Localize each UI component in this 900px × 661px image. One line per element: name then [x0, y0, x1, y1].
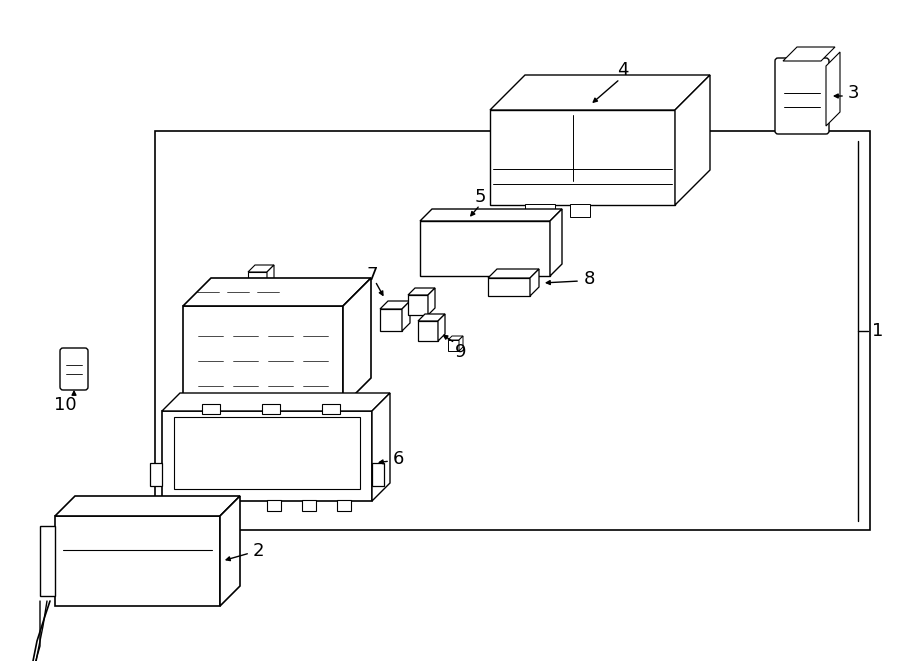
Polygon shape [273, 328, 286, 341]
Polygon shape [162, 393, 390, 411]
Polygon shape [343, 278, 371, 406]
Bar [262, 404, 280, 414]
Polygon shape [490, 110, 675, 205]
Polygon shape [418, 314, 445, 321]
Polygon shape [418, 321, 438, 341]
Polygon shape [150, 463, 162, 486]
Polygon shape [326, 331, 332, 353]
Polygon shape [420, 209, 562, 221]
Polygon shape [267, 265, 274, 291]
Bar [302, 500, 316, 511]
Polygon shape [488, 269, 539, 278]
Polygon shape [826, 52, 840, 126]
Polygon shape [448, 340, 459, 351]
Polygon shape [420, 221, 550, 276]
Text: 2: 2 [253, 542, 265, 560]
Polygon shape [299, 376, 316, 393]
Text: 1: 1 [872, 322, 884, 340]
Polygon shape [55, 516, 220, 606]
Polygon shape [372, 393, 390, 501]
FancyBboxPatch shape [60, 348, 88, 390]
Polygon shape [40, 526, 55, 596]
Bar [267, 500, 281, 511]
Text: 8: 8 [584, 270, 596, 288]
Polygon shape [276, 362, 280, 376]
Polygon shape [402, 301, 410, 331]
Polygon shape [448, 336, 463, 340]
Polygon shape [183, 278, 371, 306]
Polygon shape [530, 269, 539, 296]
Polygon shape [428, 288, 435, 315]
Polygon shape [310, 331, 332, 337]
Bar [182, 500, 196, 511]
Text: 9: 9 [455, 343, 466, 361]
Text: 4: 4 [617, 61, 628, 79]
Polygon shape [220, 496, 240, 606]
Polygon shape [248, 265, 274, 272]
Polygon shape [459, 336, 463, 351]
Polygon shape [316, 370, 322, 393]
Polygon shape [183, 306, 343, 406]
Polygon shape [372, 463, 384, 486]
Polygon shape [298, 288, 302, 304]
Polygon shape [488, 278, 530, 296]
Polygon shape [550, 209, 562, 276]
Polygon shape [490, 75, 710, 110]
Bar [217, 500, 231, 511]
Polygon shape [408, 295, 428, 315]
Text: 3: 3 [848, 84, 860, 102]
Polygon shape [783, 47, 835, 61]
Polygon shape [266, 366, 276, 376]
Polygon shape [162, 411, 372, 501]
Bar [337, 500, 351, 511]
Polygon shape [675, 75, 710, 205]
Polygon shape [380, 309, 402, 331]
Polygon shape [286, 324, 290, 341]
Bar [525, 204, 555, 217]
Bar [570, 204, 590, 217]
Polygon shape [248, 272, 267, 291]
Polygon shape [286, 292, 298, 304]
Polygon shape [408, 288, 435, 295]
Polygon shape [380, 301, 410, 309]
FancyBboxPatch shape [775, 58, 829, 134]
Text: 7: 7 [366, 266, 377, 284]
Bar [174, 417, 360, 489]
Polygon shape [266, 362, 280, 366]
Text: 6: 6 [393, 450, 404, 468]
Bar [155, 131, 870, 530]
Polygon shape [299, 370, 322, 376]
Polygon shape [273, 324, 290, 328]
Bar [202, 404, 220, 414]
Polygon shape [310, 337, 326, 353]
Text: 10: 10 [54, 396, 76, 414]
Polygon shape [55, 496, 240, 516]
Polygon shape [286, 288, 302, 292]
Polygon shape [438, 314, 445, 341]
Text: 5: 5 [475, 188, 487, 206]
Bar [322, 404, 340, 414]
